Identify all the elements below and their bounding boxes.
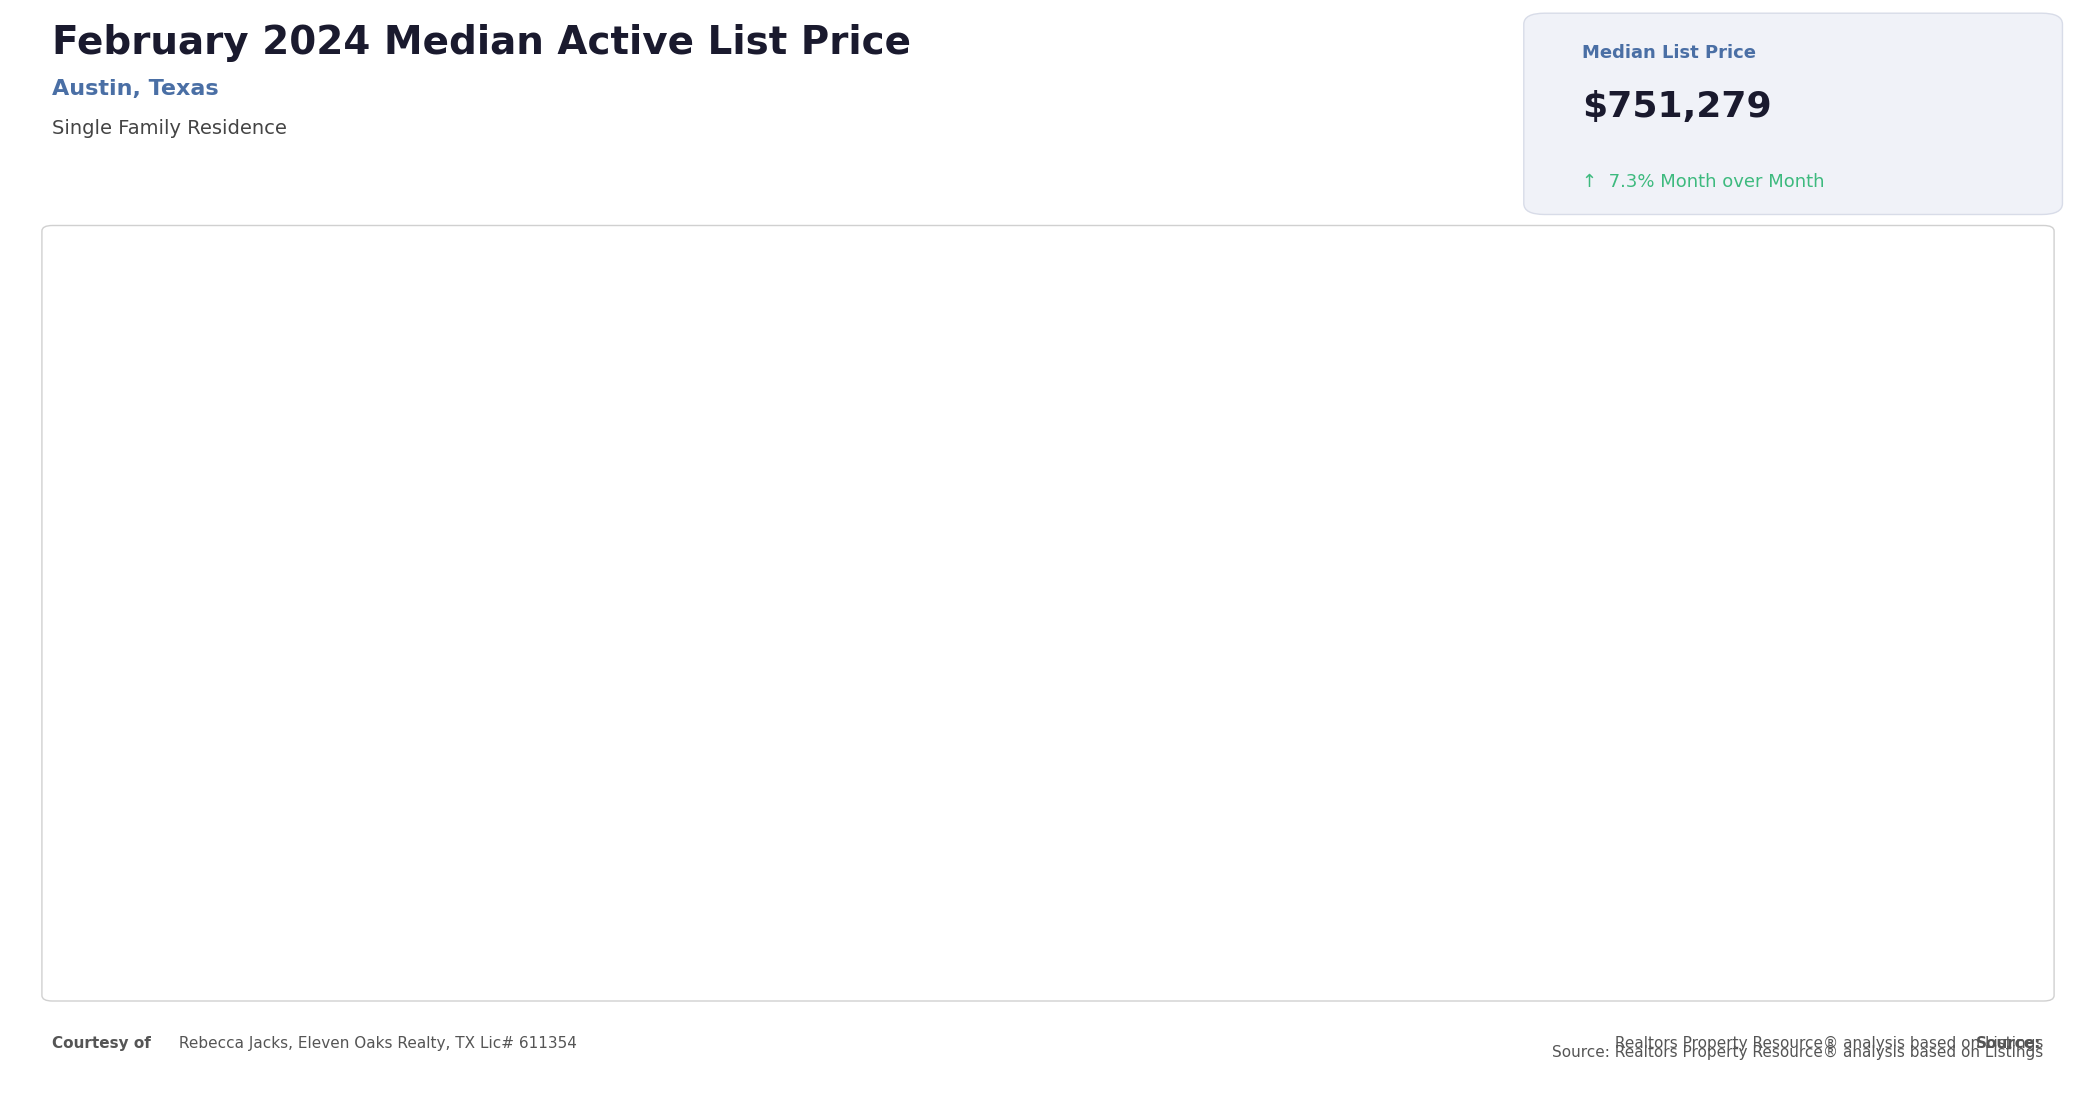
Text: February 2024 Median Active List Price: February 2024 Median Active List Price [52,24,912,63]
Text: ↑  7.3% Month over Month: ↑ 7.3% Month over Month [1582,173,1826,190]
Text: Source:: Source: [1977,1036,2042,1052]
Text: Rebecca Jacks, Eleven Oaks Realty, TX Lic# 611354: Rebecca Jacks, Eleven Oaks Realty, TX Li… [174,1036,576,1052]
Text: Source: Realtors Property Resource® analysis based on Listings: Source: Realtors Property Resource® anal… [1553,1045,2044,1060]
Text: Austin, Texas: Austin, Texas [52,79,218,99]
Y-axis label: Median Price: Median Price [65,534,84,649]
Text: Realtors Property Resource® analysis based on Listings: Realtors Property Resource® analysis bas… [1610,1036,2044,1052]
Text: $751,279: $751,279 [1582,90,1773,124]
Text: Courtesy of: Courtesy of [52,1036,151,1052]
Text: Single Family Residence: Single Family Residence [52,119,287,138]
Text: Median List Price: Median List Price [1582,44,1756,62]
